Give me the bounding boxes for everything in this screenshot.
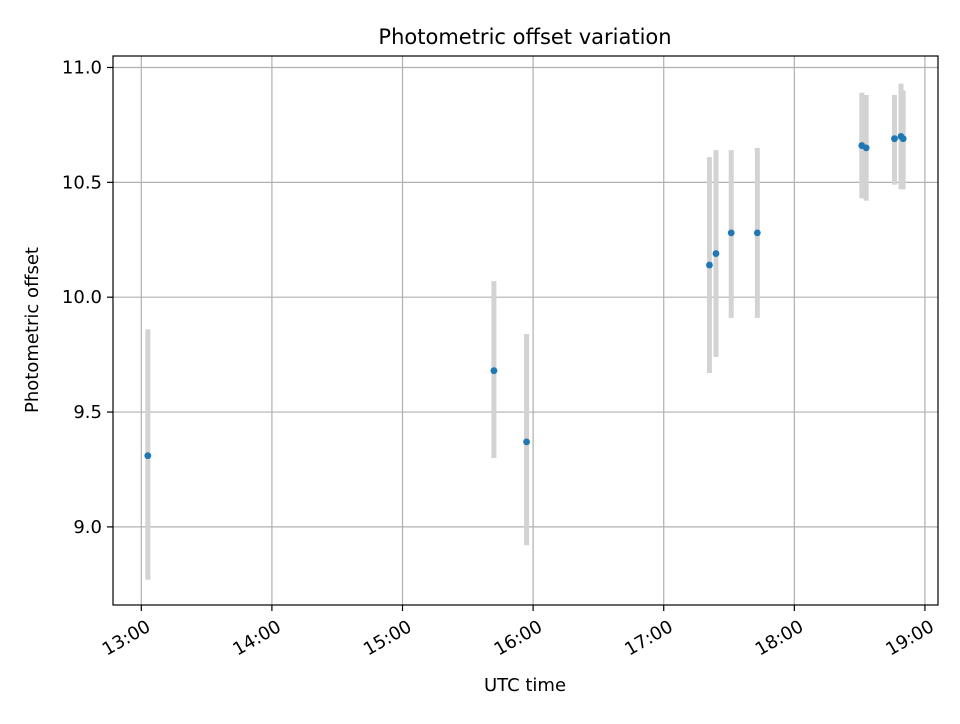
plot-frame [112,55,939,606]
data-point [490,367,498,375]
y-axis-label: Photometric offset [22,247,43,413]
data-point [891,135,898,143]
y-tick-label: 10.5 [62,172,102,193]
y-tick-label: 9.5 [73,402,102,423]
y-tick-label: 10.0 [62,287,102,308]
data-point [144,452,152,460]
point-layer [144,132,907,460]
y-tick-label: 9.0 [73,517,102,538]
data-point [899,135,907,143]
data-point [706,261,713,269]
data-point [712,250,720,257]
data-point [753,229,761,237]
chart-title: Photometric offset variation [378,25,671,49]
data-point [862,144,870,152]
x-axis-label: UTC time [484,675,566,696]
y-tick-label: 11.0 [62,57,102,78]
data-point [523,438,530,446]
y-axis: 9.0 9.5 10.0 10.5 11.0 [62,57,113,538]
data-point [727,229,735,237]
